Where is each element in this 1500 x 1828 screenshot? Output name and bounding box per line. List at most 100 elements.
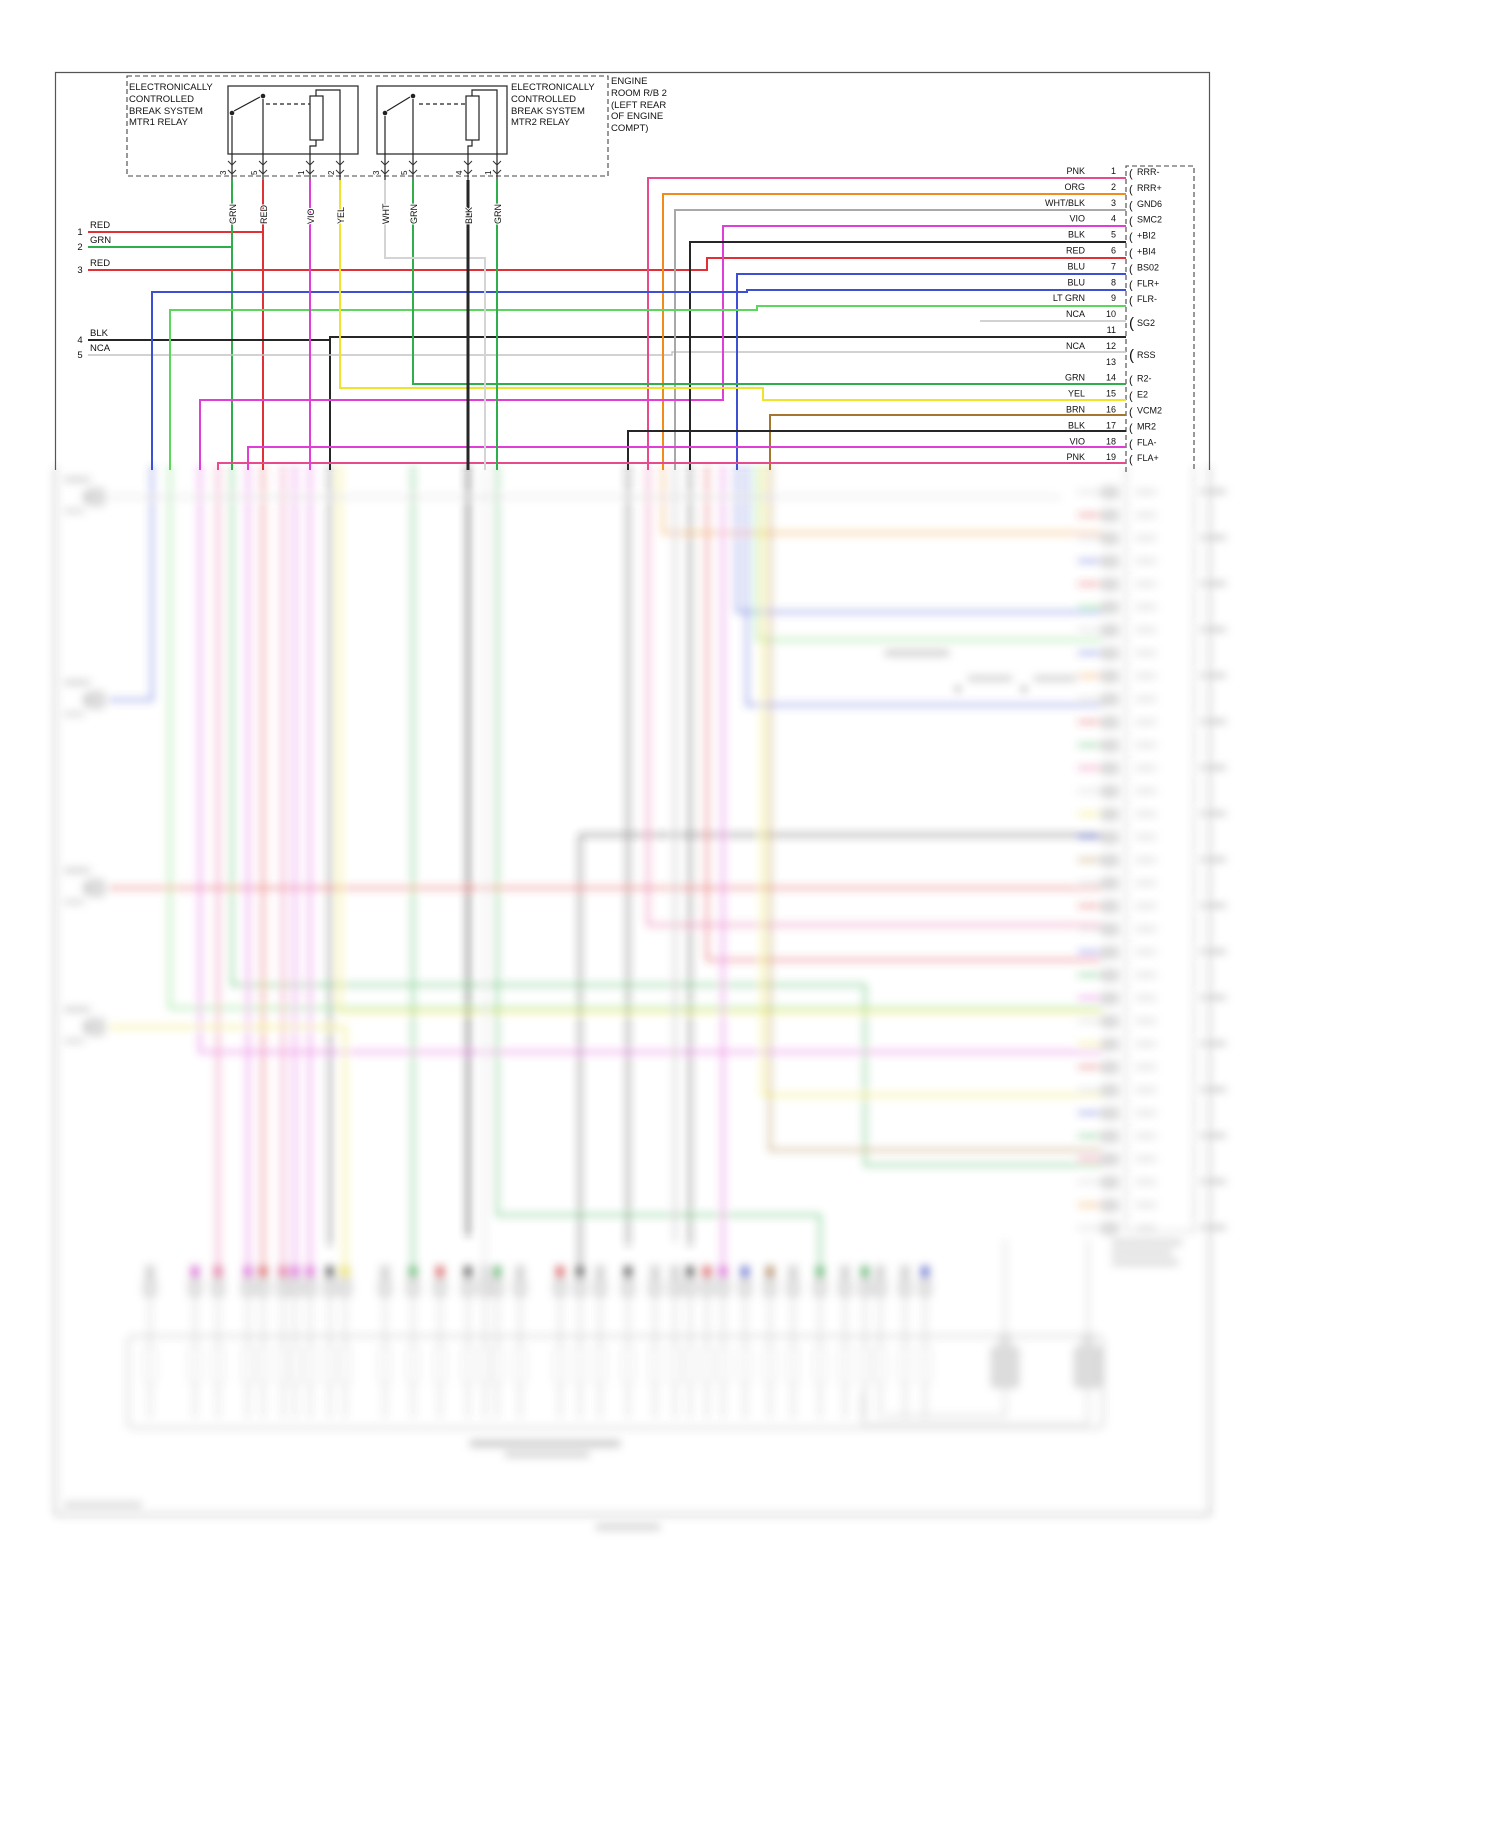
left-connector — [87, 879, 105, 897]
connector-pin — [1101, 624, 1119, 637]
pin-wire-color: BRN — [1066, 405, 1085, 415]
wire-lt-grn — [169, 305, 1126, 470]
blurred-text — [1136, 720, 1156, 724]
connector-chevron-icon — [408, 169, 418, 175]
connector-pin — [1101, 1153, 1119, 1166]
connector-chevron-icon — [258, 169, 268, 175]
pin-wire-color: PNK — [1066, 166, 1085, 176]
wire-lt-grn — [756, 466, 1102, 641]
connector-pin — [1101, 670, 1119, 683]
bottom-terminal — [408, 1265, 418, 1279]
bottom-terminal — [243, 1265, 253, 1279]
connector-pin — [1101, 1130, 1119, 1143]
wire-vio — [199, 466, 1102, 1053]
connector-chevron-icon — [492, 160, 502, 166]
bottom-terminal — [650, 1265, 660, 1279]
wire-grn — [412, 180, 1126, 385]
blurred-text — [64, 477, 90, 482]
connector-pin — [1101, 785, 1119, 798]
wire-blu — [108, 466, 153, 701]
bottom-terminal — [815, 1265, 825, 1279]
sharp-layer — [54, 71, 1211, 472]
bottom-terminal — [788, 1265, 798, 1279]
wire-blu — [736, 273, 1126, 470]
bottom-terminal — [900, 1265, 910, 1279]
pin-signal: FLA+ — [1137, 453, 1159, 463]
connector-pin — [1101, 1084, 1119, 1097]
blurred-text — [1200, 1179, 1226, 1184]
connector-pin — [1101, 854, 1119, 867]
blurred-text — [64, 1502, 142, 1508]
pin-wire-color: GRN — [1065, 373, 1085, 383]
blurred-text — [1136, 835, 1156, 839]
connector-pin — [1101, 969, 1119, 982]
pin-number: 2 — [1111, 182, 1116, 192]
connector-pin — [1101, 739, 1119, 752]
right-connector-box — [1125, 165, 1195, 472]
bottom-terminal — [145, 1265, 155, 1279]
wire-blu — [151, 289, 1126, 470]
pin-number: 1 — [1111, 166, 1116, 176]
relay-pin-wire-color: GRN — [493, 204, 503, 224]
bottom-terminal — [258, 1265, 268, 1279]
pin-signal: R2- — [1137, 374, 1152, 384]
connector-pin — [1101, 1061, 1119, 1074]
connector-pin — [1101, 900, 1119, 913]
pin-number: 19 — [1106, 452, 1116, 462]
pin-number: 17 — [1106, 420, 1116, 430]
lead — [885, 1387, 1006, 1417]
pin-bracket-icon: ( — [1129, 315, 1134, 332]
left-wire-color: RED — [90, 258, 110, 269]
pin-number: 3 — [1111, 198, 1116, 208]
bottom-terminal — [213, 1265, 223, 1279]
bottom-terminal — [325, 1265, 335, 1279]
pin-signal: SMC2 — [1137, 215, 1162, 225]
connector-pin — [1101, 946, 1119, 959]
blurred-text — [1112, 1240, 1182, 1245]
lead — [861, 1387, 1089, 1425]
blurred-text — [1136, 1019, 1156, 1023]
pin-signal: FLA- — [1137, 437, 1157, 447]
wire-pnk — [217, 462, 1126, 470]
left-wire-color: BLK — [90, 328, 109, 339]
pin-number: 7 — [1111, 261, 1116, 271]
left-wire-number: 1 — [77, 227, 82, 238]
connector-pin — [1101, 1038, 1119, 1051]
pin-number: 11 — [1107, 325, 1116, 335]
blurred-text — [1034, 676, 1076, 681]
pin-wire-color: VIO — [1069, 436, 1085, 446]
pin-number: 6 — [1111, 246, 1116, 256]
blurred-text — [1136, 559, 1156, 563]
blurred-text — [1200, 811, 1226, 816]
blurred-text — [1136, 743, 1156, 747]
mtr1-relay-internals — [229, 89, 341, 154]
pin-number: 8 — [1111, 277, 1116, 287]
blurred-text — [1200, 949, 1226, 954]
connector-pin — [1101, 647, 1119, 660]
blurred-text — [1136, 904, 1156, 908]
bottom-terminal — [595, 1265, 605, 1279]
relay-pin-number: 3 — [219, 170, 228, 175]
connector-chevron-icon — [492, 169, 502, 175]
pin-number: 13 — [1106, 357, 1116, 367]
blurred-caption — [505, 1452, 589, 1457]
pin-bracket-icon: ( — [1129, 168, 1133, 180]
bolt-icon — [999, 1333, 1011, 1345]
left-wire-color: NCA — [90, 343, 111, 354]
blurred-text — [596, 1524, 660, 1530]
blurred-text — [968, 676, 1012, 681]
blurred-text — [1136, 582, 1156, 586]
pin-wire-color: LT GRN — [1053, 293, 1085, 303]
left-wire-color: GRN — [90, 235, 111, 246]
bottom-terminal — [702, 1265, 712, 1279]
blurred-text — [64, 1039, 84, 1043]
pin-bracket-icon: ( — [1129, 216, 1133, 228]
pin-bracket-icon: ( — [1129, 184, 1133, 196]
blurred-text — [1112, 1250, 1172, 1255]
bottom-terminal — [623, 1265, 633, 1279]
relay-pin-number: 5 — [250, 170, 259, 175]
connector-pin — [1101, 762, 1119, 775]
pin-number: 14 — [1106, 373, 1116, 383]
pin-signal: RSS — [1137, 350, 1156, 360]
